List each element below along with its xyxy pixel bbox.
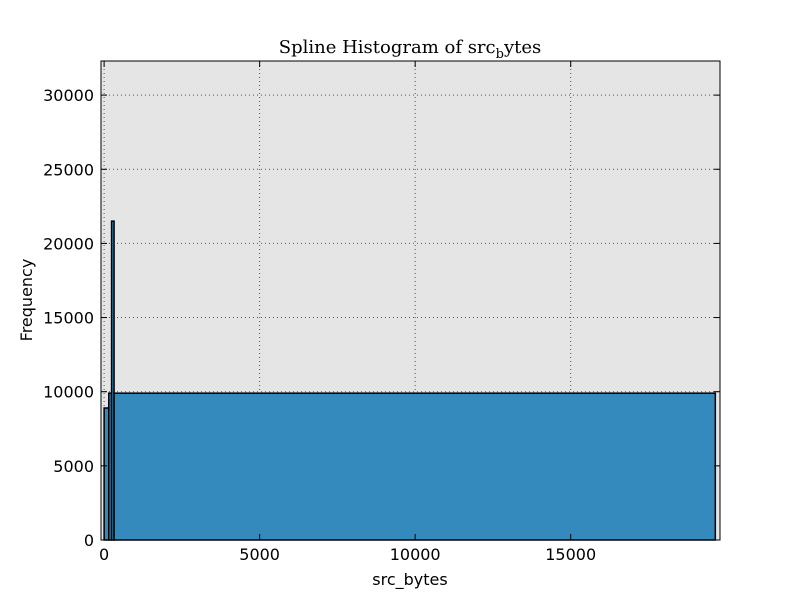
x-tick-label-3: 15000 <box>545 545 596 564</box>
x-axis-label: src_bytes <box>372 570 447 590</box>
plot-frame <box>100 60 721 541</box>
y-tick-label-0: 0 <box>84 531 94 550</box>
y-tick-label-4: 20000 <box>43 234 94 253</box>
y-tick-label-1: 5000 <box>53 457 94 476</box>
x-tick-label-1: 5000 <box>239 545 280 564</box>
x-tick-labels: 0 5000 10000 15000 <box>99 545 596 564</box>
y-tick-label-6: 30000 <box>43 86 94 105</box>
y-tick-labels: 0 5000 10000 15000 20000 25000 30000 <box>43 86 94 550</box>
y-tick-label-3: 15000 <box>43 309 94 328</box>
histogram-bar-3 <box>113 392 717 541</box>
y-tick-label-5: 25000 <box>43 160 94 179</box>
x-tick-label-0: 0 <box>99 545 109 564</box>
chart-title: Spline Histogram of srcbytes <box>279 37 542 62</box>
histogram-bars <box>103 220 717 541</box>
y-tick-label-2: 10000 <box>43 383 94 402</box>
axis-ticks <box>101 61 720 541</box>
x-tick-label-2: 10000 <box>390 545 441 564</box>
y-axis-label: Frequency <box>17 259 36 342</box>
